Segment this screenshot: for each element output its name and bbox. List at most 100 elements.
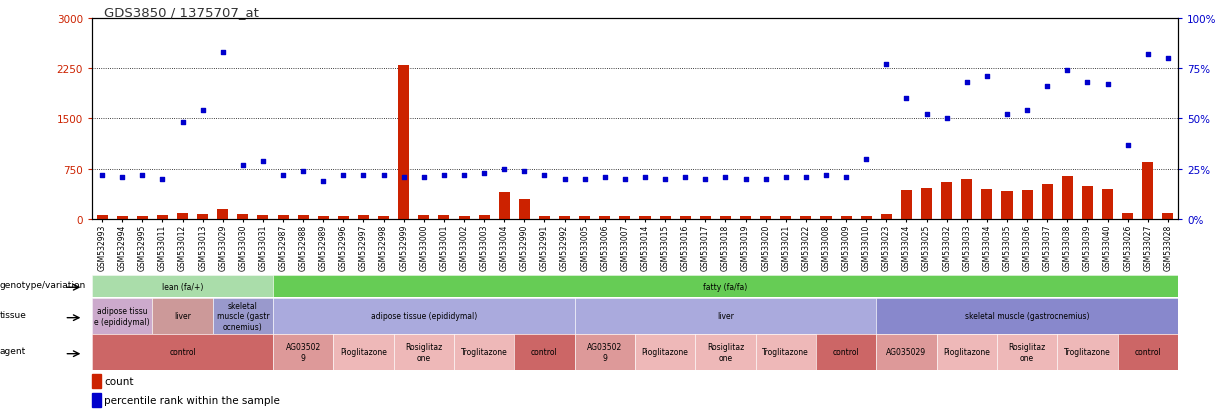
Point [897, 96, 917, 102]
Bar [198, 214, 209, 220]
Text: AG03502
9: AG03502 9 [588, 342, 622, 362]
Text: Pioglitazone: Pioglitazone [944, 348, 990, 356]
Bar [579, 216, 590, 220]
Bar [821, 216, 832, 220]
Text: AG035029: AG035029 [886, 348, 926, 356]
Bar [399, 66, 410, 220]
Point [313, 178, 333, 185]
Point [213, 50, 233, 56]
Bar [560, 216, 571, 220]
Bar [660, 216, 671, 220]
Text: AG03502
9: AG03502 9 [286, 342, 320, 362]
Point [736, 176, 756, 183]
Text: Rosiglitaz
one: Rosiglitaz one [405, 342, 443, 362]
Text: genotype/variation: genotype/variation [0, 281, 86, 290]
Text: Troglitazone: Troglitazone [461, 348, 508, 356]
Bar [177, 213, 188, 220]
Bar [740, 216, 751, 220]
Text: skeletal muscle (gastrocnemius): skeletal muscle (gastrocnemius) [964, 312, 1090, 320]
Bar [901, 191, 912, 220]
Bar [438, 216, 449, 220]
Point [1058, 68, 1077, 74]
Point [715, 174, 735, 181]
Bar [720, 216, 731, 220]
Point [837, 174, 856, 181]
Text: control: control [169, 348, 196, 356]
Bar [982, 190, 993, 220]
Text: adipose tissu
e (epididymal): adipose tissu e (epididymal) [94, 306, 150, 326]
Bar [539, 216, 550, 220]
Point [636, 174, 655, 181]
Bar [1042, 185, 1053, 220]
Text: Rosiglitaz
one: Rosiglitaz one [707, 342, 744, 362]
Point [555, 176, 574, 183]
Bar [97, 216, 108, 220]
Bar [479, 216, 490, 220]
Text: control: control [833, 348, 859, 356]
Bar [217, 210, 228, 220]
Point [92, 172, 112, 179]
Bar [237, 214, 248, 220]
Point [113, 174, 133, 181]
Bar [1022, 191, 1033, 220]
Bar [459, 216, 470, 220]
Text: skeletal
muscle (gastr
ocnemius): skeletal muscle (gastr ocnemius) [216, 301, 269, 331]
Bar [840, 216, 852, 220]
Bar [277, 216, 288, 220]
Bar [418, 216, 429, 220]
Point [917, 112, 936, 119]
Point [173, 120, 193, 126]
Bar [620, 216, 631, 220]
Bar [800, 216, 811, 220]
Bar [1082, 186, 1093, 220]
Point [575, 176, 595, 183]
Bar [860, 216, 871, 220]
Point [977, 74, 996, 80]
Point [876, 62, 896, 68]
Bar [358, 216, 369, 220]
Bar [961, 180, 972, 220]
Point [675, 174, 694, 181]
Point [1118, 142, 1137, 149]
Point [1037, 84, 1056, 90]
Point [334, 172, 353, 179]
Text: control: control [1135, 348, 1161, 356]
Point [1098, 82, 1118, 88]
Point [274, 172, 293, 179]
Bar [136, 216, 147, 220]
Point [696, 176, 715, 183]
Text: liver: liver [717, 312, 734, 320]
Point [595, 174, 615, 181]
Bar [680, 216, 691, 220]
Bar [519, 199, 530, 220]
Point [655, 176, 675, 183]
Point [374, 172, 394, 179]
Point [454, 172, 474, 179]
Bar [780, 216, 791, 220]
Bar [92, 393, 101, 407]
Point [133, 172, 152, 179]
Text: count: count [104, 376, 134, 386]
Point [413, 174, 433, 181]
Text: adipose tissue (epididymal): adipose tissue (epididymal) [371, 312, 477, 320]
Bar [1061, 176, 1072, 220]
Bar [318, 216, 329, 220]
Bar [599, 216, 610, 220]
Point [957, 80, 977, 86]
Text: tissue: tissue [0, 310, 27, 319]
Text: fatty (fa/fa): fatty (fa/fa) [703, 282, 747, 291]
Point [775, 174, 795, 181]
Bar [699, 216, 710, 220]
Point [816, 172, 836, 179]
Bar [92, 374, 101, 388]
Bar [1102, 190, 1113, 220]
Text: lean (fa/+): lean (fa/+) [162, 282, 204, 291]
Bar [921, 188, 933, 220]
Point [1137, 52, 1157, 58]
Bar [1001, 192, 1012, 220]
Bar [498, 193, 509, 220]
Bar [378, 216, 389, 220]
Bar [761, 216, 772, 220]
Point [1158, 55, 1178, 62]
Text: GDS3850 / 1375707_at: GDS3850 / 1375707_at [104, 5, 259, 19]
